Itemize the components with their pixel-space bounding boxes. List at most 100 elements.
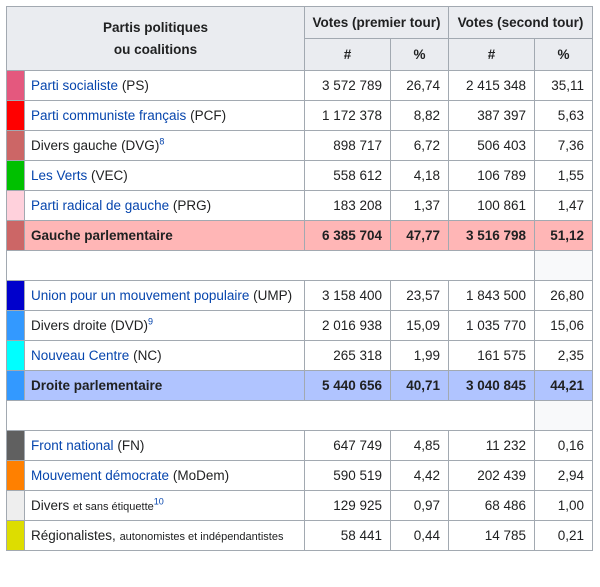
party-name-cell: Divers gauche (DVG)8 <box>24 130 305 161</box>
round1-votes-cell: 898 717 <box>304 130 391 161</box>
table-row: Les Verts (VEC) 558 612 4,18 106 789 1,55 <box>6 160 593 191</box>
round1-votes-cell: 6 385 704 <box>304 220 391 251</box>
round1-votes-cell: 58 441 <box>304 520 391 551</box>
party-name-cell: Union pour un mouvement populaire (UMP) <box>24 280 305 311</box>
round2-votes-cell: 106 789 <box>448 160 535 191</box>
round2-votes-cell: 1 035 770 <box>448 310 535 341</box>
party-link[interactable]: Nouveau Centre <box>31 348 130 363</box>
round2-votes-cell: 161 575 <box>448 340 535 371</box>
party-name-cell: Parti communiste français (PCF) <box>24 100 305 131</box>
party-color-swatch <box>6 520 25 551</box>
round2-pct-cell: 1,55 <box>534 160 593 191</box>
party-color-swatch <box>6 70 25 101</box>
round1-pct-cell: 1,37 <box>390 190 449 221</box>
table-row: Nouveau Centre (NC) 265 318 1,99 161 575 2,3… <box>6 340 593 371</box>
spacer-cell <box>534 250 593 281</box>
party-header-line1: Partis politiques <box>102 19 209 35</box>
coalition-total-row: Gauche parlementaire 6 385 704 47,77 3 516 … <box>6 220 593 251</box>
round1-votes-cell: 647 749 <box>304 430 391 461</box>
round2-pct-cell: 1,00 <box>534 490 593 521</box>
round1-votes-cell: 2 016 938 <box>304 310 391 341</box>
party-link[interactable]: Mouvement démocrate <box>31 468 170 483</box>
spacer-row <box>6 250 593 281</box>
party-link[interactable]: Les Verts <box>31 168 88 183</box>
party-name-cell: Les Verts (VEC) <box>24 160 305 191</box>
round2-pct-cell: 2,35 <box>534 340 593 371</box>
round2-pct-cell: 0,16 <box>534 430 593 461</box>
round1-pct-cell: 4,42 <box>390 460 449 491</box>
round2-votes-cell: 68 486 <box>448 490 535 521</box>
round2-votes-cell: 387 397 <box>448 100 535 131</box>
party-link[interactable]: Parti radical de gauche <box>31 198 170 213</box>
party-color-swatch <box>6 460 25 491</box>
round1-pct-cell: 23,57 <box>390 280 449 311</box>
table-row: Divers et sans étiquette10 129 925 0,97 68 … <box>6 490 593 521</box>
table-row: Divers droite (DVD)9 2 016 938 15,09 1 035 … <box>6 310 593 341</box>
round1-votes-cell: 3 572 789 <box>304 70 391 101</box>
round2-pct-cell: 0,21 <box>534 520 593 551</box>
round1-pct-cell: 26,74 <box>390 70 449 101</box>
party-name-cell: Parti radical de gauche (PRG) <box>24 190 305 221</box>
party-color-swatch <box>6 160 25 191</box>
party-name-cell: Divers droite (DVD)9 <box>24 310 305 341</box>
table-row: Parti socialiste (PS) 3 572 789 26,74 2 415… <box>6 70 593 101</box>
table-row: Mouvement démocrate (MoDem) 590 519 4,42 20… <box>6 460 593 491</box>
party-name-cell: Gauche parlementaire <box>24 220 305 251</box>
party-abbr: (PRG) <box>172 198 212 213</box>
party-name-cell: Mouvement démocrate (MoDem) <box>24 460 305 491</box>
footnote-link[interactable]: 10 <box>153 496 164 507</box>
table-row: Front national (FN) 647 749 4,85 11 232 0,16 <box>6 430 593 461</box>
party-link[interactable]: Union pour un mouvement populaire <box>31 288 250 303</box>
party-name-detail: et sans étiquette <box>73 501 154 513</box>
round2-votes-cell: 506 403 <box>448 130 535 161</box>
coalition-name: Droite parlementaire <box>31 378 163 393</box>
table-row: Parti communiste français (PCF) 1 172 378… <box>6 100 593 131</box>
party-link[interactable]: Parti communiste français <box>31 108 187 123</box>
round2-votes-cell: 14 785 <box>448 520 535 551</box>
round1-votes-cell: 1 172 378 <box>304 100 391 131</box>
coalition-name: Gauche parlementaire <box>31 228 173 243</box>
party-name-cell: Nouveau Centre (NC) <box>24 340 305 371</box>
round2-pct-cell: 7,36 <box>534 130 593 161</box>
party-abbr: (UMP) <box>253 288 293 303</box>
round1-pct-cell: 0,97 <box>390 490 449 521</box>
party-color-swatch <box>6 280 25 311</box>
party-name: Régionalistes, <box>31 528 116 543</box>
party-abbr: (MoDem) <box>172 468 230 483</box>
party-color-swatch <box>6 190 25 221</box>
coalition-total-row: Droite parlementaire 5 440 656 40,71 3 040 … <box>6 370 593 401</box>
round1-votes-cell: 558 612 <box>304 160 391 191</box>
table-row: Régionalistes, autonomistes et indépenda… <box>6 520 593 551</box>
round2-votes-cell: 3 040 845 <box>448 370 535 401</box>
round1-pct-cell: 8,82 <box>390 100 449 131</box>
party-abbr: (DVD) <box>110 318 149 333</box>
round2-votes-cell: 1 843 500 <box>448 280 535 311</box>
round1-votes-cell: 5 440 656 <box>304 370 391 401</box>
footnote-link[interactable]: 9 <box>148 316 154 327</box>
round2-pct-cell: 35,11 <box>534 70 593 101</box>
round1-pct-cell: 47,77 <box>390 220 449 251</box>
table-row: Parti radical de gauche (PRG) 183 208 1,37… <box>6 190 593 221</box>
round2-votes-cell: 202 439 <box>448 460 535 491</box>
round1-votes-cell: 3 158 400 <box>304 280 391 311</box>
round2-pct-cell: 15,06 <box>534 310 593 341</box>
spacer-row <box>6 400 593 431</box>
round2-pct-cell: 5,63 <box>534 100 593 131</box>
round2-votes-cell: 3 516 798 <box>448 220 535 251</box>
party-link[interactable]: Front national <box>31 438 114 453</box>
round2-pct-cell: 1,47 <box>534 190 593 221</box>
round1-votes-cell: 265 318 <box>304 340 391 371</box>
footnote-link[interactable]: 8 <box>159 136 165 147</box>
party-name: Divers <box>31 498 70 513</box>
party-abbr: (PS) <box>121 78 149 93</box>
party-link[interactable]: Parti socialiste <box>31 78 119 93</box>
party-color-swatch <box>6 490 25 521</box>
table-row: Union pour un mouvement populaire (UMP) 3… <box>6 280 593 311</box>
party-name-cell: Divers et sans étiquette10 <box>24 490 305 521</box>
round2-header: Votes (second tour) <box>448 6 593 39</box>
spacer-cell <box>6 250 535 281</box>
party-abbr: (FN) <box>117 438 145 453</box>
party-abbr: (NC) <box>133 348 162 363</box>
party-color-swatch <box>6 430 25 461</box>
